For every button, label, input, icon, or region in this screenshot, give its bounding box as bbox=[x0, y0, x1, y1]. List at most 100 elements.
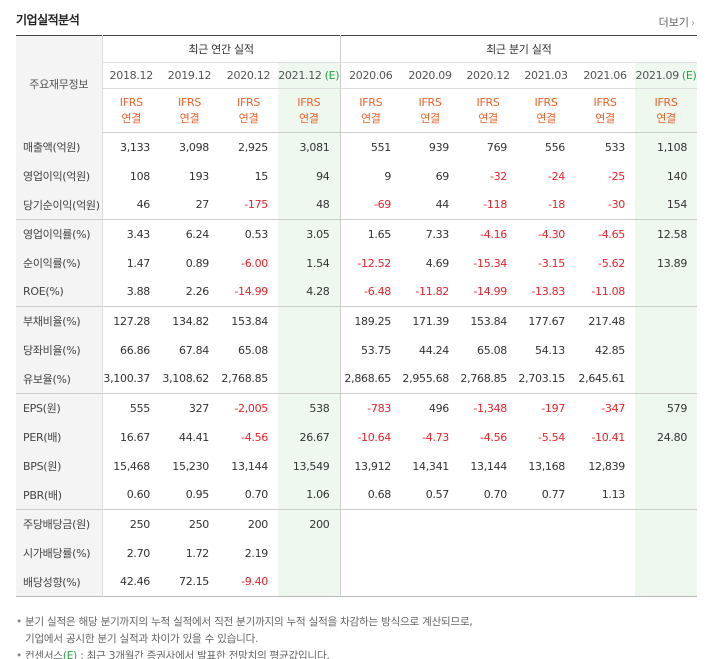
ifrs-header-4: IFRS 연결 bbox=[340, 88, 402, 133]
table-cell: 13,144 bbox=[470, 459, 508, 473]
table-cell: 15,468 bbox=[113, 459, 150, 473]
table-cell: 1.54 bbox=[278, 248, 341, 278]
table-cell: 7.33 bbox=[401, 219, 460, 249]
table-cell: -32 bbox=[489, 169, 508, 183]
table-row: 당기순이익(억원) 46 27 -175 48 -69 44 -118 -18 -30 154 bbox=[16, 190, 698, 220]
ifrs-label: IFRS bbox=[593, 95, 617, 109]
table-cell: 134.82 bbox=[160, 306, 219, 336]
table-cell bbox=[340, 539, 401, 568]
consolidated-label: 연결 bbox=[238, 111, 259, 125]
table-cell: 4.69 bbox=[425, 256, 450, 270]
table-row: EPS(원) 555 327 -2,005 538 -783 496 -1,348 -197 -3… bbox=[16, 393, 698, 423]
table-cell: 1.65 bbox=[340, 219, 402, 249]
table-cell bbox=[340, 568, 401, 597]
table-row: 배당성향(%) 42.46 72.15 -9.40 bbox=[16, 567, 698, 597]
table-cell: -14.99 bbox=[234, 285, 268, 299]
row-label: 주당배당금(원) bbox=[16, 509, 103, 539]
table-cell: 0.57 bbox=[425, 488, 450, 502]
row-label: 유보율(%) bbox=[16, 364, 103, 394]
table-cell bbox=[401, 509, 460, 539]
table-cell: -11.08 bbox=[591, 285, 626, 299]
table-cell: 27 bbox=[195, 198, 210, 212]
footnote-2-prefix: 컨센서스 bbox=[25, 650, 63, 659]
more-link-label[interactable]: 더보기 bbox=[658, 16, 689, 29]
table-row: PBR(배) 0.60 0.95 0.70 1.06 0.68 0.57 0.70 0.77 1.… bbox=[16, 480, 698, 510]
footnote-2-text: : 최근 3개월간 증권사에서 발표한 전망치의 평균값입니다. bbox=[77, 650, 330, 659]
table-cell: 250 bbox=[102, 509, 160, 539]
footnotes: 분기 실적은 해당 분기까지의 누적 실적에서 직전 분기까지의 누적 실적을 … bbox=[16, 614, 697, 659]
table-cell bbox=[278, 364, 341, 394]
table-cell: 2,703.15 bbox=[518, 372, 566, 386]
table-cell: 200 bbox=[278, 509, 341, 539]
panel-title: 기업실적분석 bbox=[16, 13, 80, 27]
row-label: 당좌비율(%) bbox=[16, 335, 103, 365]
table-row: 순이익률(%) 1.47 0.89 -6.00 1.54 -12.52 4.69 -15.34… bbox=[16, 248, 698, 278]
table-cell: -5.62 bbox=[598, 256, 626, 270]
period-header-6: 2020.12 bbox=[459, 62, 518, 89]
table-row: 시가배당률(%) 2.70 1.72 2.19 bbox=[16, 538, 698, 568]
table-cell bbox=[401, 539, 459, 568]
period-label: 2018.12 bbox=[109, 69, 154, 82]
period-header-2: 2020.12 bbox=[219, 62, 278, 89]
table-cell: 153.84 bbox=[459, 306, 518, 336]
ifrs-label: IFRS bbox=[418, 95, 442, 109]
table-cell: 0.68 bbox=[367, 488, 392, 502]
period-label: 2020.12 bbox=[226, 69, 271, 82]
ifrs-header-2: IFRS 연결 bbox=[219, 88, 278, 133]
table-cell: 65.08 bbox=[477, 343, 508, 357]
table-cell: 0.95 bbox=[185, 488, 210, 502]
ifrs-label: IFRS bbox=[178, 95, 201, 109]
row-label: PER(배) bbox=[16, 422, 103, 452]
table-cell: 13,168 bbox=[528, 459, 566, 473]
consolidated-label: 연결 bbox=[360, 111, 381, 125]
period-label: 2020.06 bbox=[349, 69, 393, 82]
estimate-marker: (E) bbox=[324, 69, 340, 82]
row-label: ROE(%) bbox=[16, 277, 103, 307]
table-cell: 15 bbox=[254, 169, 269, 183]
table-cell: 44.24 bbox=[419, 343, 450, 357]
consolidated-label: 연결 bbox=[656, 111, 676, 125]
period-label: 2021.09 bbox=[635, 69, 680, 82]
table-cell bbox=[635, 567, 698, 597]
period-header-5: 2020.09 bbox=[401, 62, 460, 89]
table-cell bbox=[401, 568, 459, 597]
table-cell bbox=[459, 539, 517, 568]
table-cell: -24 bbox=[547, 169, 566, 183]
table-cell: -2,005 bbox=[219, 393, 278, 423]
table-cell: 44 bbox=[435, 198, 450, 212]
quarterly-group-header: 최근 분기 실적 bbox=[340, 35, 698, 63]
table-row: 영업이익률(%) 3.43 6.24 0.53 3.05 1.65 7.33 -4.16 -4.… bbox=[16, 219, 698, 249]
table-cell: -4.56 bbox=[241, 430, 268, 444]
table-cell: 556 bbox=[544, 140, 566, 154]
table-cell: 769 bbox=[486, 140, 508, 154]
table-row: 부채비율(%) 127.28 134.82 153.84 189.25 171.39 153… bbox=[16, 306, 698, 336]
ifrs-header-5: IFRS 연결 bbox=[401, 88, 460, 133]
consolidated-label: 연결 bbox=[121, 111, 142, 125]
table-cell: -175 bbox=[244, 198, 268, 212]
table-cell: 3.43 bbox=[102, 219, 160, 249]
consolidated-label: 연결 bbox=[536, 111, 556, 125]
consolidated-label: 연결 bbox=[595, 111, 615, 125]
table-cell bbox=[575, 509, 636, 539]
table-cell: 140 bbox=[635, 161, 698, 191]
table-cell: 0.89 bbox=[185, 256, 210, 270]
period-header-4: 2020.06 bbox=[340, 62, 402, 89]
table-cell: 2.19 bbox=[244, 546, 269, 560]
table-cell: 26.67 bbox=[278, 422, 341, 452]
row-label: 배당성향(%) bbox=[16, 567, 103, 597]
table-cell: 579 bbox=[635, 393, 698, 423]
financial-table: 주요재무정보 최근 연간 실적 최근 분기 실적 2018.12 2019.12 2… bbox=[16, 35, 698, 597]
more-link[interactable]: 더보기 › bbox=[659, 14, 695, 30]
table-cell: 66.86 bbox=[120, 343, 150, 357]
table-cell: 3,098 bbox=[179, 140, 209, 154]
table-cell: -4.16 bbox=[459, 219, 518, 249]
table-cell: 200 bbox=[219, 509, 278, 539]
table-cell: 533 bbox=[604, 140, 626, 154]
table-cell: -15.34 bbox=[473, 256, 508, 270]
table-cell: 496 bbox=[401, 393, 460, 423]
table-cell: 2,955.68 bbox=[402, 372, 450, 386]
period-label: 2019.12 bbox=[167, 69, 212, 82]
table-cell: 2,868.65 bbox=[344, 372, 392, 386]
table-cell: 1.06 bbox=[278, 480, 341, 510]
table-cell: 1,108 bbox=[635, 132, 698, 162]
